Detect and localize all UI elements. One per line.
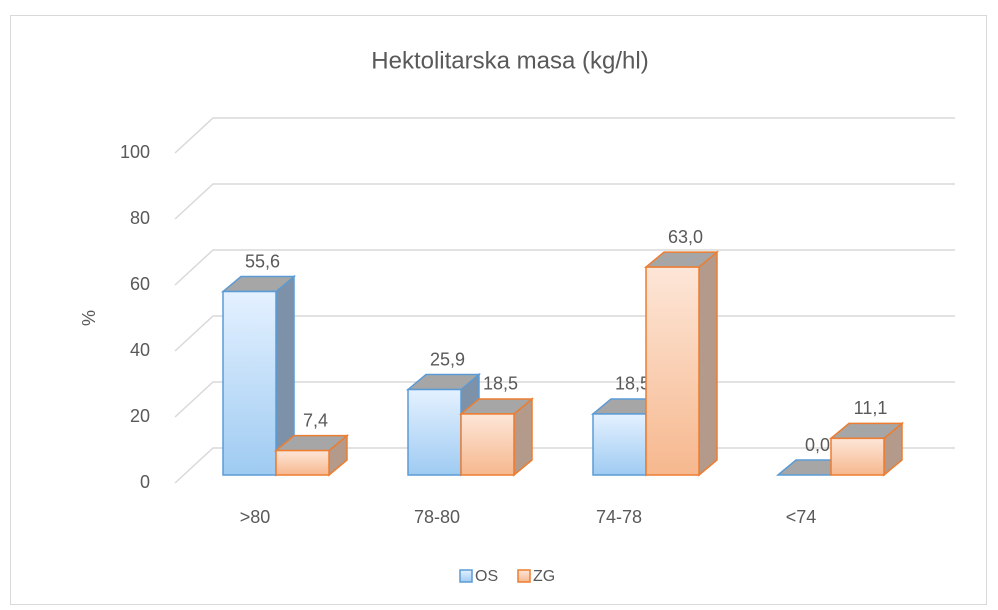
x-tick-label: <74 xyxy=(786,507,817,527)
x-tick-label: 78-80 xyxy=(414,507,460,527)
bar xyxy=(275,449,330,476)
bar xyxy=(222,290,277,476)
bar xyxy=(407,388,462,476)
x-tick-label: 74-78 xyxy=(596,507,642,527)
grid-line xyxy=(174,117,955,154)
data-label: 0,0 xyxy=(805,435,830,455)
x-tick-label: >80 xyxy=(240,507,271,527)
data-label: 18,5 xyxy=(615,374,650,394)
y-tick-label: 20 xyxy=(130,406,150,426)
bar xyxy=(460,413,515,476)
grid-line xyxy=(174,249,955,286)
bar xyxy=(830,437,885,476)
data-label: 11,1 xyxy=(854,398,888,418)
y-tick-label: 40 xyxy=(130,340,150,360)
data-label: 63,0 xyxy=(668,227,703,247)
bar xyxy=(592,413,647,476)
bar-side xyxy=(698,250,718,477)
data-label: 25,9 xyxy=(430,349,465,369)
legend-swatch xyxy=(517,569,531,583)
data-label: 55,6 xyxy=(245,251,280,271)
legend-label: OS xyxy=(475,568,498,585)
chart-title: Hektolitarska masa (kg/hl) xyxy=(371,47,648,74)
y-tick-label: 60 xyxy=(130,274,150,294)
chart-border xyxy=(10,15,987,605)
y-axis-label: % xyxy=(79,310,99,326)
bar xyxy=(645,266,700,476)
y-tick-label: 80 xyxy=(130,208,150,228)
y-tick-label: 0 xyxy=(140,472,150,492)
data-label: 7,4 xyxy=(303,410,328,430)
legend-label: ZG xyxy=(533,568,555,585)
y-tick-label: 100 xyxy=(120,142,150,162)
grid-line xyxy=(174,183,955,220)
data-label: 18,5 xyxy=(483,374,518,394)
legend-swatch xyxy=(459,569,473,583)
